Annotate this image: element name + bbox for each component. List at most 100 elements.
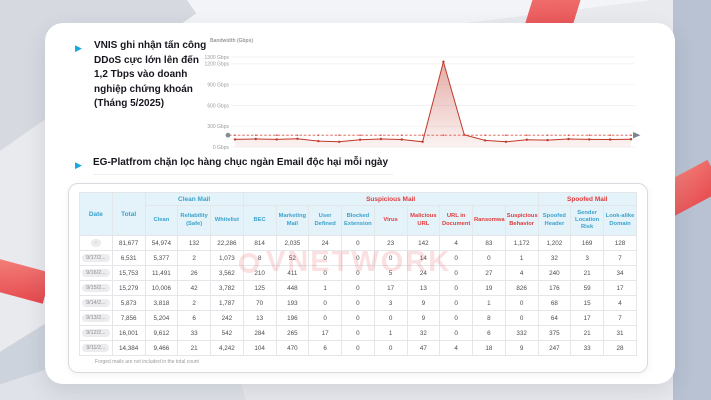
col-header-virus: Virus <box>373 205 408 236</box>
value-cell: 0 <box>341 280 375 296</box>
col-header-suspicious-behavior: Suspicious Behavior <box>504 205 539 236</box>
value-cell: 0 <box>373 340 408 356</box>
value-cell: 1,787 <box>210 295 244 311</box>
date-pill: 9/15/2... <box>82 284 110 292</box>
table-footnote: Forged mails are not included in the tot… <box>95 359 199 365</box>
value-cell: 0 <box>341 265 375 281</box>
col-header-date: Date <box>79 192 113 236</box>
value-cell: 196 <box>275 310 310 326</box>
date-pill: 9/11/2... <box>82 344 110 352</box>
value-cell: 826 <box>504 280 539 296</box>
value-cell: 9 <box>406 295 441 311</box>
heading-email-filter: EG-Platfrom chặn lọc hàng chục ngàn Emai… <box>93 157 389 168</box>
table-row: 9/17/2... 6,531 5,377 2 1,073 8 52 0 0 0 14 0 0 1 32 3 7 <box>79 250 637 266</box>
value-cell: 5,204 <box>144 310 179 326</box>
date-cell: 9/15/2... <box>79 280 113 296</box>
value-cell: 8 <box>472 310 506 326</box>
bandwidth-chart-svg: Bandwidth (Gbps) 0 Gbps 300 Gbps 600 Gbps 90… <box>205 38 641 151</box>
value-cell: 142 <box>406 235 441 251</box>
table-row: 9/12/2... 16,001 9,612 33 542 284 265 17 0 1 32 0 6 3… <box>79 325 637 341</box>
value-cell: 0 <box>341 325 375 341</box>
table-row: 9/13/2... 7,856 5,204 6 242 13 196 0 0 0 9 0 8 0 64 17 7 <box>79 310 637 326</box>
value-cell: 0 <box>341 310 375 326</box>
value-cell: 448 <box>275 280 310 296</box>
col-header-blocked-extension: Blocked Extension <box>341 205 375 236</box>
table-row: 9/16/2... 15,753 11,491 26 3,562 210 411 0 0 5 24 0… <box>79 265 637 281</box>
value-cell: 265 <box>275 325 310 341</box>
value-cell: 0 <box>439 325 473 341</box>
value-cell: 128 <box>603 235 637 251</box>
value-cell: 0 <box>308 265 342 281</box>
value-cell: 18 <box>472 340 506 356</box>
table-row: 9/14/2... 5,873 3,818 2 1,787 70 193 0 0 3 9 0 1 0 68 1… <box>79 295 637 311</box>
value-cell: 32 <box>406 325 441 341</box>
date-pill: 9/14/2... <box>82 299 110 307</box>
date-cell: 9/13/2... <box>79 310 113 326</box>
value-cell: 24 <box>406 265 441 281</box>
date-pill: 9/17/2... <box>82 254 110 262</box>
col-header-reliability-safe: Reliability (Safe) <box>177 205 211 236</box>
value-cell: 6 <box>308 340 342 356</box>
col-header-clean: Clean <box>144 205 179 236</box>
heading-ddos: VNIS ghi nhận tấn công DDoS cực lớn lên … <box>94 40 207 109</box>
value-cell: 13 <box>242 310 277 326</box>
value-cell: 4 <box>603 295 637 311</box>
value-cell: 1,172 <box>504 235 539 251</box>
value-cell: 17 <box>373 280 408 296</box>
value-cell: 3 <box>373 295 408 311</box>
value-cell: 6 <box>472 325 506 341</box>
value-cell: 1,202 <box>537 235 572 251</box>
col-header-malicious-url: Malicious URL <box>406 205 441 236</box>
value-cell: 0 <box>341 235 375 251</box>
value-cell: 0 <box>373 310 408 326</box>
col-header-sender-location-risk: Sender Location Risk <box>570 205 604 236</box>
value-cell: 9,466 <box>144 340 179 356</box>
email-stats-table-card: Date Total Clean Mail Suspicious Mail Spoofe… <box>68 183 648 373</box>
value-cell: 375 <box>537 325 572 341</box>
value-cell: 23 <box>373 235 408 251</box>
date-cell: - <box>79 235 113 251</box>
value-cell: 1,073 <box>210 250 244 266</box>
svg-text:1200 Gbps: 1200 Gbps <box>205 62 230 68</box>
date-cell: 9/12/2... <box>79 325 113 341</box>
value-cell: 5,873 <box>111 295 146 311</box>
value-cell: 176 <box>537 280 572 296</box>
bandwidth-chart: Bandwidth (Gbps) 0 Gbps 300 Gbps 600 Gbps 90… <box>203 31 645 157</box>
value-cell: 6,531 <box>111 250 146 266</box>
value-cell: 14,384 <box>111 340 146 356</box>
value-cell: 14 <box>406 250 441 266</box>
col-header-url-in-document: URL in Document <box>439 205 473 236</box>
value-cell: 64 <box>537 310 572 326</box>
value-cell: 0 <box>373 250 408 266</box>
date-pill: 9/16/2... <box>82 269 110 277</box>
value-cell: 59 <box>570 280 604 296</box>
value-cell: 0 <box>504 310 539 326</box>
value-cell: 1 <box>472 295 506 311</box>
value-cell: 125 <box>242 280 277 296</box>
value-cell: 0 <box>341 340 375 356</box>
value-cell: 32 <box>537 250 572 266</box>
value-cell: 4,242 <box>210 340 244 356</box>
value-cell: 17 <box>603 280 637 296</box>
value-cell: 3,782 <box>210 280 244 296</box>
slide-card: ▶ VNIS ghi nhận tấn công DDoS cực lớn lê… <box>45 23 675 384</box>
value-cell: 16,001 <box>111 325 146 341</box>
value-cell: 470 <box>275 340 310 356</box>
value-cell: 814 <box>242 235 277 251</box>
value-cell: 3,818 <box>144 295 179 311</box>
value-cell: 6 <box>177 310 211 326</box>
value-cell: 2 <box>177 295 211 311</box>
value-cell: 4 <box>439 235 473 251</box>
value-cell: 22,286 <box>210 235 244 251</box>
table-row: 9/11/2... 14,384 9,466 21 4,242 104 470 6 0 0 47 4 1… <box>79 340 637 356</box>
value-cell: 0 <box>472 250 506 266</box>
value-cell: 31 <box>603 325 637 341</box>
value-cell: 34 <box>603 265 637 281</box>
value-cell: 242 <box>210 310 244 326</box>
svg-text:300 Gbps: 300 Gbps <box>207 124 229 130</box>
value-cell: 27 <box>472 265 506 281</box>
value-cell: 81,677 <box>111 235 146 251</box>
value-cell: 47 <box>406 340 441 356</box>
value-cell: 193 <box>275 295 310 311</box>
group-header-clean-mail: Clean Mail <box>144 192 244 206</box>
